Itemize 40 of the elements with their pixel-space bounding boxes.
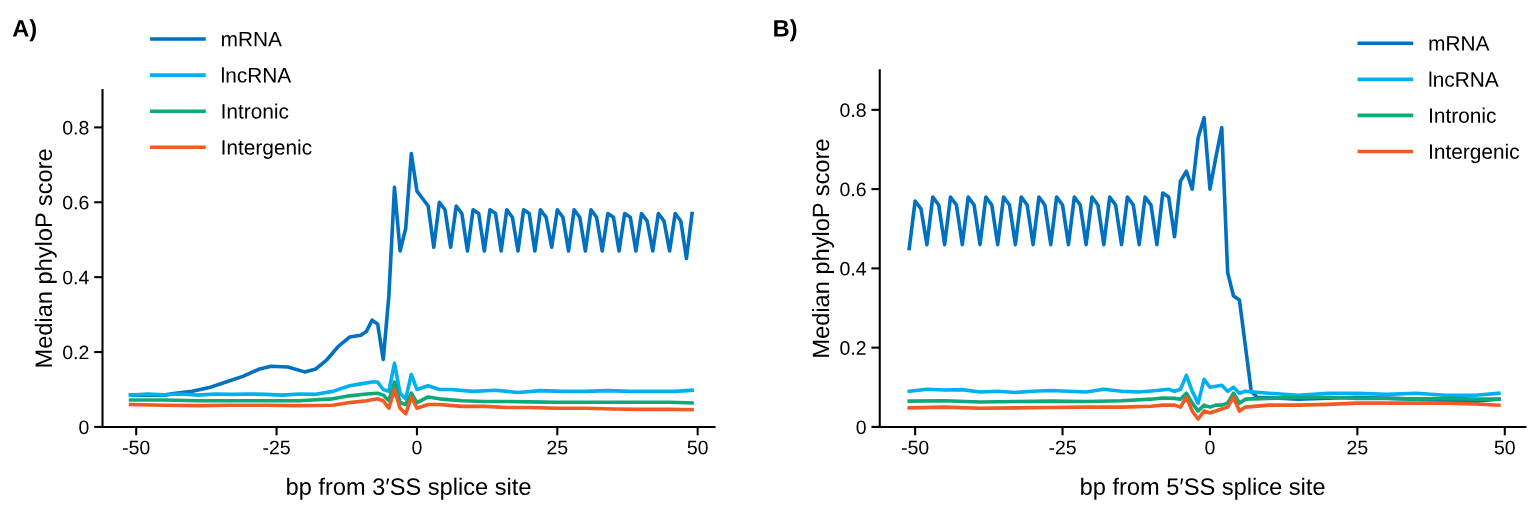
x-axis-title: bp from 5′SS splice site	[1081, 477, 1325, 500]
legend-label: mRNA	[1429, 36, 1490, 51]
x-tick-label: 50	[1494, 440, 1515, 455]
y-axis-title: Median phyloP score	[811, 139, 834, 357]
x-axis-title: bp from 3′SS splice site	[287, 477, 531, 500]
y-tick-label: 0	[79, 420, 89, 435]
legend-label: lncRNA	[1429, 71, 1499, 87]
x-tick-label: -50	[901, 440, 929, 455]
y-tick-label: 0.6	[840, 182, 866, 197]
y-tick-label: 0.6	[63, 195, 89, 210]
line-series	[128, 387, 694, 416]
x-tick-label: 25	[1347, 440, 1368, 455]
chart-title: B)	[774, 19, 797, 42]
x-tick-label: -50	[123, 440, 150, 455]
legend-label: mRNA	[221, 31, 282, 47]
line-series	[128, 361, 694, 401]
line-series	[907, 391, 1501, 413]
x-tick-label: -25	[263, 440, 290, 455]
x-tick-label: 25	[547, 440, 568, 455]
legend-label: Intronic	[1430, 107, 1496, 123]
y-tick-label: 0.2	[63, 345, 89, 360]
legend-label: Intronic	[222, 103, 289, 119]
legend-label: Intergenic	[222, 139, 312, 159]
legend-label: lncRNA	[222, 67, 292, 83]
x-tick-label: 0	[412, 440, 422, 455]
y-tick-label: 0.8	[63, 120, 89, 135]
y-tick-label: 0.4	[840, 261, 866, 276]
y-tick-label: 0.8	[840, 103, 866, 118]
x-tick-label: 50	[687, 440, 708, 455]
line-series	[907, 373, 1501, 405]
y-axis-title: Median phyloP score	[34, 149, 57, 367]
x-tick-label: -25	[1049, 440, 1076, 455]
line-series	[128, 380, 694, 407]
x-tick-label: 0	[1205, 440, 1215, 455]
chart-title: A)	[12, 19, 36, 42]
y-tick-label: 0	[856, 420, 866, 435]
y-tick-label: 0.2	[840, 341, 866, 355]
line-series	[907, 395, 1501, 421]
y-tick-label: 0.4	[63, 270, 89, 285]
legend-label: Intergenic	[1430, 143, 1520, 164]
